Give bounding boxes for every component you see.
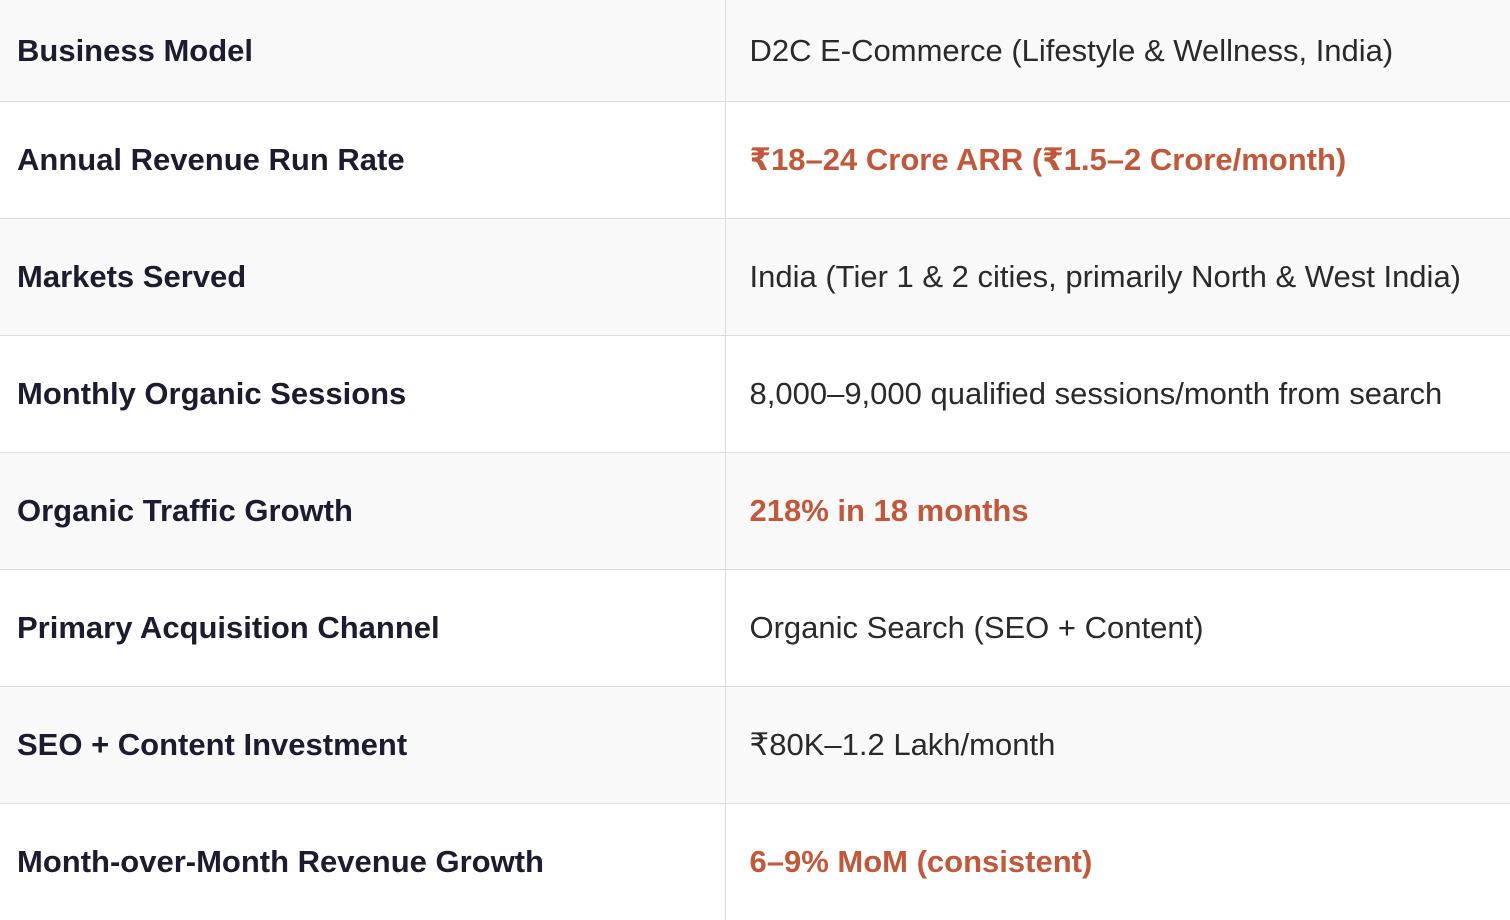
row-label: Markets Served bbox=[0, 217, 726, 335]
table-row: Business Model D2C E-Commerce (Lifestyle… bbox=[0, 0, 1510, 101]
row-label: Primary Acquisition Channel bbox=[0, 568, 726, 686]
row-value: 8,000–9,000 qualified sessions/month fro… bbox=[725, 334, 1510, 452]
row-label: Monthly Organic Sessions bbox=[0, 334, 726, 452]
table-row: Organic Traffic Growth 218% in 18 months bbox=[0, 451, 1510, 569]
row-value-highlighted: 6–9% MoM (consistent) bbox=[725, 802, 1510, 920]
row-value: ₹80K–1.2 Lakh/month bbox=[725, 685, 1510, 803]
table-row: SEO + Content Investment ₹80K–1.2 Lakh/m… bbox=[0, 685, 1510, 803]
row-value-highlighted: 218% in 18 months bbox=[725, 451, 1510, 569]
row-value-highlighted: ₹18–24 Crore ARR (₹1.5–2 Crore/month) bbox=[725, 100, 1510, 218]
row-label: Organic Traffic Growth bbox=[0, 451, 726, 569]
row-value: Organic Search (SEO + Content) bbox=[725, 568, 1510, 686]
table-row: Monthly Organic Sessions 8,000–9,000 qua… bbox=[0, 334, 1510, 452]
table-row: Month-over-Month Revenue Growth 6–9% MoM… bbox=[0, 802, 1510, 920]
row-label: Month-over-Month Revenue Growth bbox=[0, 802, 726, 920]
table-row: Annual Revenue Run Rate ₹18–24 Crore ARR… bbox=[0, 100, 1510, 218]
row-label: Business Model bbox=[0, 0, 726, 101]
row-label: Annual Revenue Run Rate bbox=[0, 100, 726, 218]
table-row: Markets Served India (Tier 1 & 2 cities,… bbox=[0, 217, 1510, 335]
row-label: SEO + Content Investment bbox=[0, 685, 726, 803]
row-value: India (Tier 1 & 2 cities, primarily Nort… bbox=[725, 217, 1510, 335]
table-row: Primary Acquisition Channel Organic Sear… bbox=[0, 568, 1510, 686]
row-value: D2C E-Commerce (Lifestyle & Wellness, In… bbox=[749, 32, 1394, 68]
